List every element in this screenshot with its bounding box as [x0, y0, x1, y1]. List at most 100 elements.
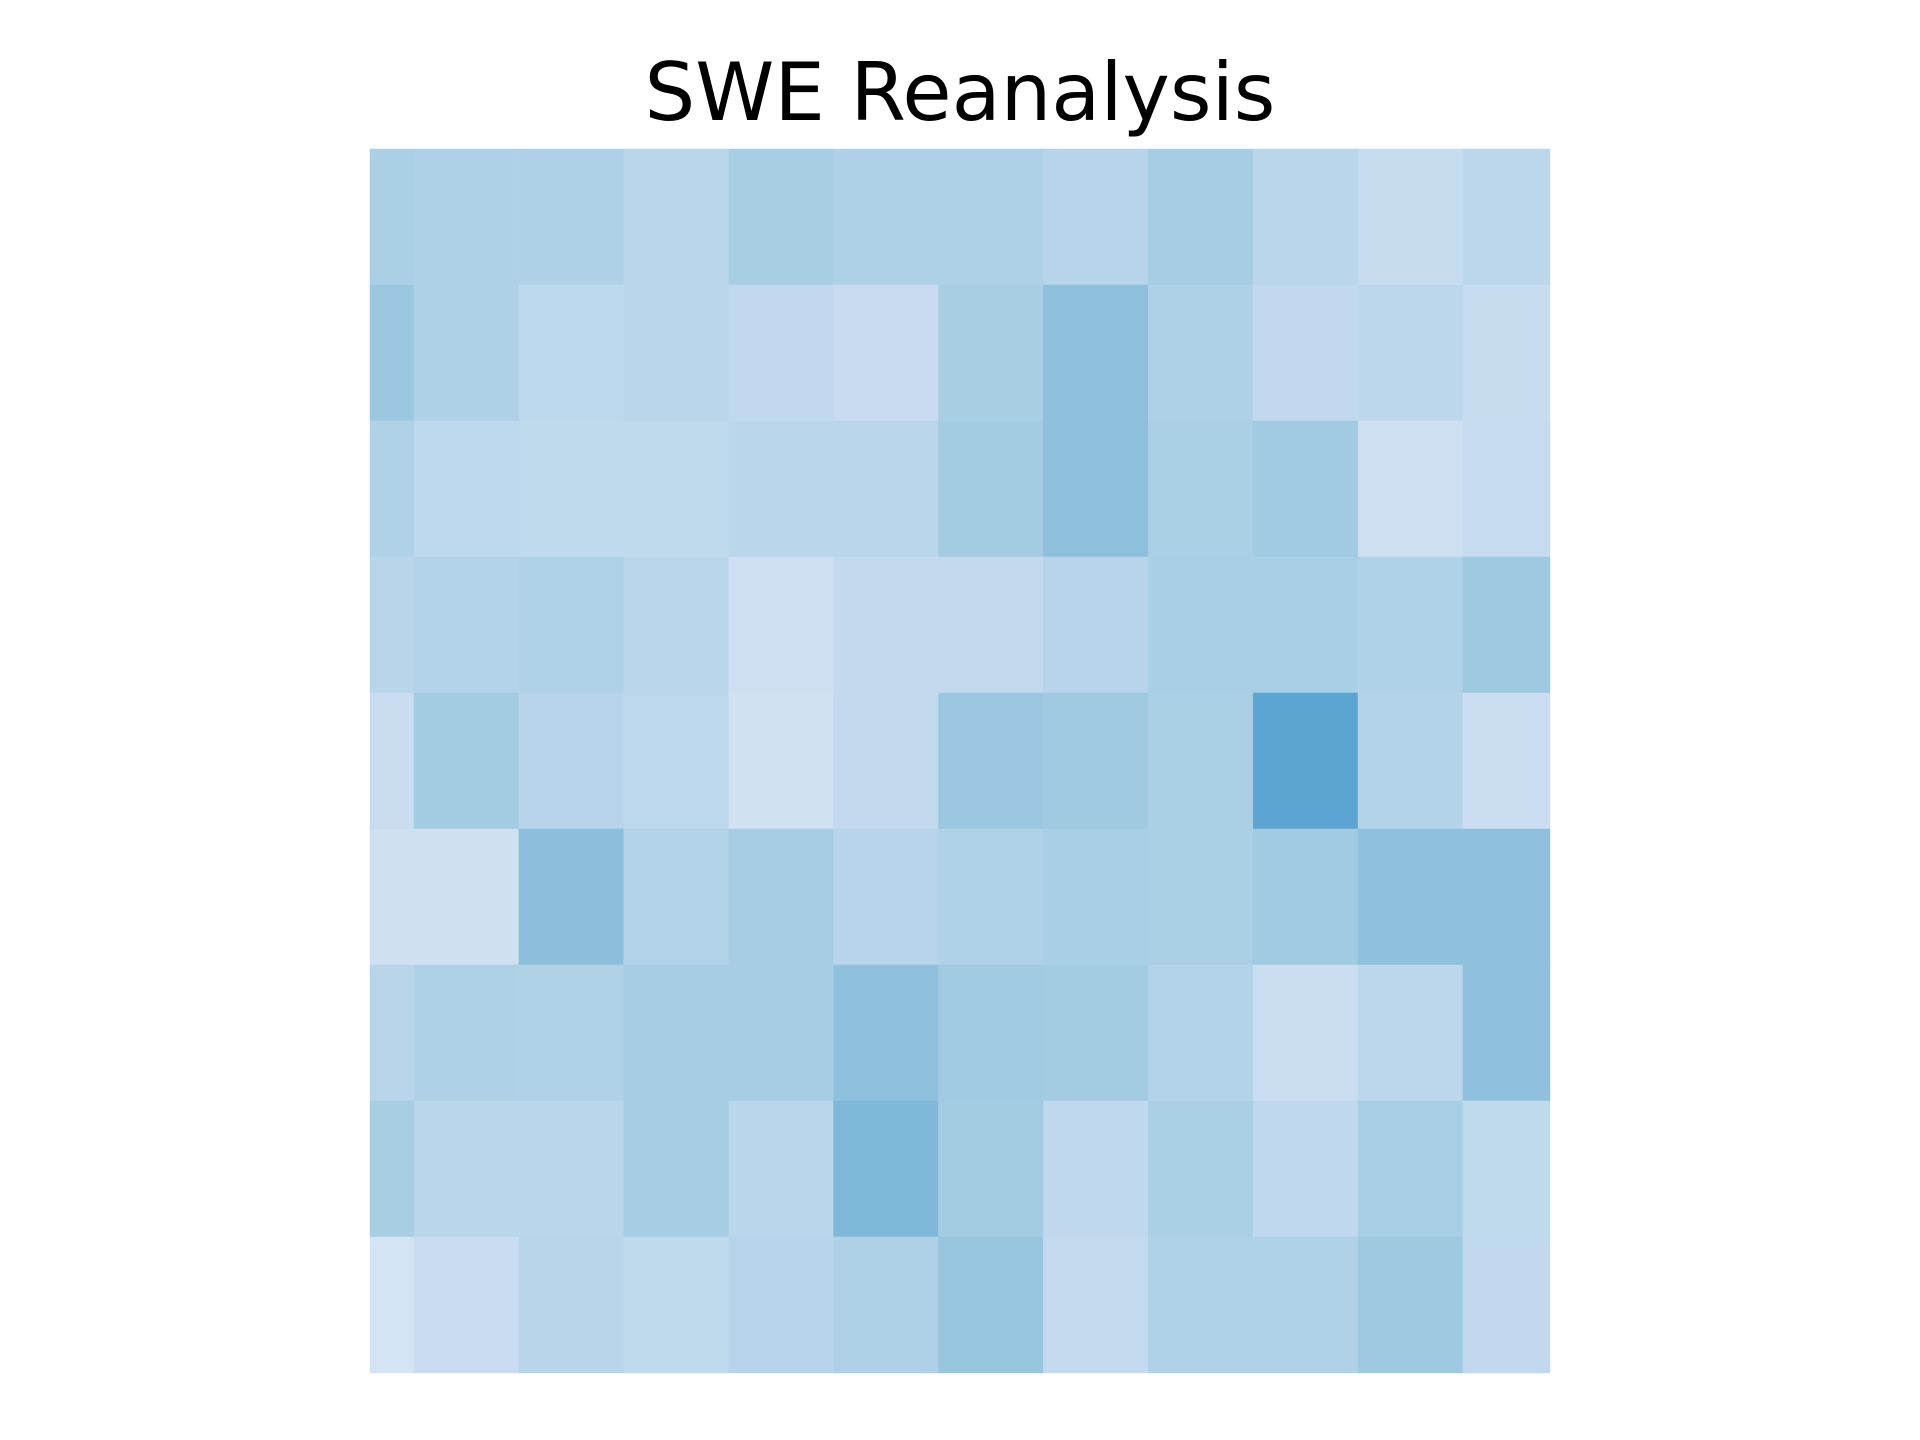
heatmap-cell [1043, 1236, 1149, 1374]
heatmap-cell [833, 1100, 939, 1238]
heatmap-cell [1357, 692, 1464, 830]
heatmap-cell [1462, 964, 1551, 1102]
heatmap-cell [938, 964, 1044, 1102]
heatmap-cell [623, 420, 729, 558]
heatmap-cell [518, 420, 625, 558]
heatmap-cell [369, 1236, 415, 1374]
heatmap-cell [1357, 1100, 1464, 1238]
heatmap-cell [1462, 1100, 1551, 1238]
heatmap-cell [728, 692, 834, 830]
heatmap-cell [369, 964, 415, 1102]
heatmap-cell [938, 1236, 1044, 1374]
heatmap-cell [518, 1236, 625, 1374]
heatmap-cell [1252, 148, 1359, 286]
heatmap-cell [1252, 964, 1359, 1102]
heatmap-cell [623, 692, 729, 830]
heatmap-cell [369, 284, 415, 422]
heatmap-cell [938, 420, 1044, 558]
heatmap-cell [1462, 420, 1551, 558]
heatmap-cell [1252, 420, 1359, 558]
heatmap-cell [833, 964, 939, 1102]
heatmap-cell [623, 284, 729, 422]
heatmap-cell [728, 828, 834, 966]
heatmap-cell [728, 964, 834, 1102]
heatmap-cell [623, 148, 729, 286]
heatmap-cell [1357, 420, 1464, 558]
heatmap-cell [833, 692, 939, 830]
heatmap-cell [413, 420, 520, 558]
heatmap-cell [413, 1236, 520, 1374]
heatmap-cell [1357, 964, 1464, 1102]
heatmap-cell [1357, 556, 1464, 694]
heatmap-cell [369, 420, 415, 558]
heatmap-cell [728, 420, 834, 558]
heatmap-cell [1252, 556, 1359, 694]
heatmap-cell [938, 556, 1044, 694]
chart-title: SWE Reanalysis [645, 46, 1276, 139]
heatmap-cell [833, 828, 939, 966]
heatmap-cell [1252, 1100, 1359, 1238]
heatmap-cell [1043, 828, 1149, 966]
heatmap-cell [1357, 1236, 1464, 1374]
heatmap-cell [938, 1100, 1044, 1238]
heatmap-cell [413, 1100, 520, 1238]
heatmap-cell [1252, 1236, 1359, 1374]
heatmap-cell [623, 1236, 729, 1374]
heatmap-cell [518, 148, 625, 286]
heatmap-cell [938, 828, 1044, 966]
heatmap-cell [518, 556, 625, 694]
heatmap-cell [1462, 284, 1551, 422]
heatmap-cell [1148, 420, 1254, 558]
heatmap-cell [1043, 420, 1149, 558]
heatmap-cell [413, 828, 520, 966]
heatmap-cell [728, 148, 834, 286]
heatmap-cell [728, 1236, 834, 1374]
heatmap-cell [728, 556, 834, 694]
heatmap-cell [369, 556, 415, 694]
heatmap-cell [369, 692, 415, 830]
heatmap-cell [1148, 284, 1254, 422]
heatmap-cell [938, 284, 1044, 422]
heatmap-cell [1462, 556, 1551, 694]
heatmap-cell [369, 148, 415, 286]
heatmap-cell [413, 964, 520, 1102]
heatmap-cell [1148, 1236, 1254, 1374]
heatmap-cell [518, 284, 625, 422]
heatmap-cell [369, 828, 415, 966]
heatmap-cell [518, 964, 625, 1102]
heatmap-cell [833, 420, 939, 558]
heatmap-cell [1252, 692, 1359, 830]
heatmap-cell [1043, 964, 1149, 1102]
heatmap-cell [1252, 828, 1359, 966]
heatmap-cell [1462, 692, 1551, 830]
heatmap-cell [413, 556, 520, 694]
heatmap-cell [623, 556, 729, 694]
heatmap-cell [623, 828, 729, 966]
heatmap-cell [833, 556, 939, 694]
heatmap-cell [1357, 284, 1464, 422]
heatmap-cell [413, 284, 520, 422]
heatmap-cell [1148, 1100, 1254, 1238]
heatmap-cell [623, 1100, 729, 1238]
heatmap-cell [1043, 148, 1149, 286]
heatmap-cell [938, 692, 1044, 830]
heatmap-cell [1148, 692, 1254, 830]
heatmap-cell [369, 1100, 415, 1238]
heatmap-cell [833, 1236, 939, 1374]
heatmap-cell [1462, 828, 1551, 966]
heatmap-cell [623, 964, 729, 1102]
heatmap-cell [1357, 828, 1464, 966]
heatmap-cell [728, 1100, 834, 1238]
heatmap-cell [938, 148, 1044, 286]
heatmap-cell [1148, 964, 1254, 1102]
heatmap-cell [1148, 556, 1254, 694]
heatmap-cell [833, 284, 939, 422]
heatmap-cell [1043, 284, 1149, 422]
heatmap-cell [518, 1100, 625, 1238]
heatmap-cell [1148, 148, 1254, 286]
heatmap-cell [1252, 284, 1359, 422]
heatmap-cell [1357, 148, 1464, 286]
heatmap-cell [518, 828, 625, 966]
heatmap-cell [728, 284, 834, 422]
